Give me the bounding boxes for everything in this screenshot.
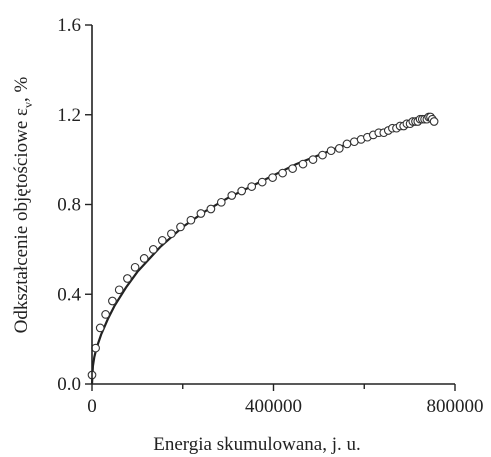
data-point <box>130 262 140 272</box>
data-point <box>298 159 308 169</box>
x-tick-label: 0 <box>87 396 97 417</box>
y-axis-label-suffix: , % <box>11 76 32 102</box>
data-point <box>186 215 196 225</box>
data-point <box>429 117 439 126</box>
data-point <box>278 168 287 178</box>
data-point <box>114 285 124 295</box>
data-point <box>326 146 336 156</box>
data-point <box>108 296 117 306</box>
y-axis-label: Odkształcenie objętościowe εv, % <box>11 76 35 333</box>
data-point <box>268 173 277 182</box>
x-tick-label: 400000 <box>245 396 302 417</box>
data-point <box>95 323 105 333</box>
data-point <box>288 164 297 173</box>
data-point <box>257 177 267 187</box>
data-point <box>247 182 257 191</box>
y-axis-label-subscript: v <box>21 102 35 108</box>
y-tick-label: 1.2 <box>57 105 81 126</box>
data-point <box>101 310 110 319</box>
data-point <box>167 229 176 239</box>
x-axis-ticks: 0 400000 800000 <box>87 384 484 417</box>
data-point <box>308 155 318 164</box>
data-point <box>342 139 352 149</box>
data-point <box>123 274 132 283</box>
data-point <box>227 191 237 200</box>
y-tick-label: 0.4 <box>57 284 81 305</box>
data-point <box>216 197 226 207</box>
data-point <box>91 343 100 353</box>
y-tick-label: 0.0 <box>57 374 81 395</box>
data-point <box>206 204 216 214</box>
data-point <box>148 245 158 254</box>
data-point <box>196 209 206 218</box>
y-axis-label-main: Odkształcenie objętościowe ε <box>11 108 32 333</box>
plot-area <box>87 112 439 385</box>
data-point <box>157 236 167 245</box>
y-tick-label: 0.8 <box>57 195 81 216</box>
data-point <box>334 144 344 153</box>
data-point <box>176 222 185 232</box>
data-point <box>139 254 149 263</box>
y-tick-label: 1.6 <box>57 15 81 36</box>
x-tick-label: 800000 <box>427 396 484 417</box>
y-axis-ticks: 0.0 0.4 0.8 1.2 1.6 <box>57 15 92 395</box>
fit-curve <box>90 118 433 385</box>
data-point <box>237 186 247 196</box>
x-axis-label: Energia skumulowana, j. u. <box>153 434 361 455</box>
data-point <box>318 150 327 160</box>
